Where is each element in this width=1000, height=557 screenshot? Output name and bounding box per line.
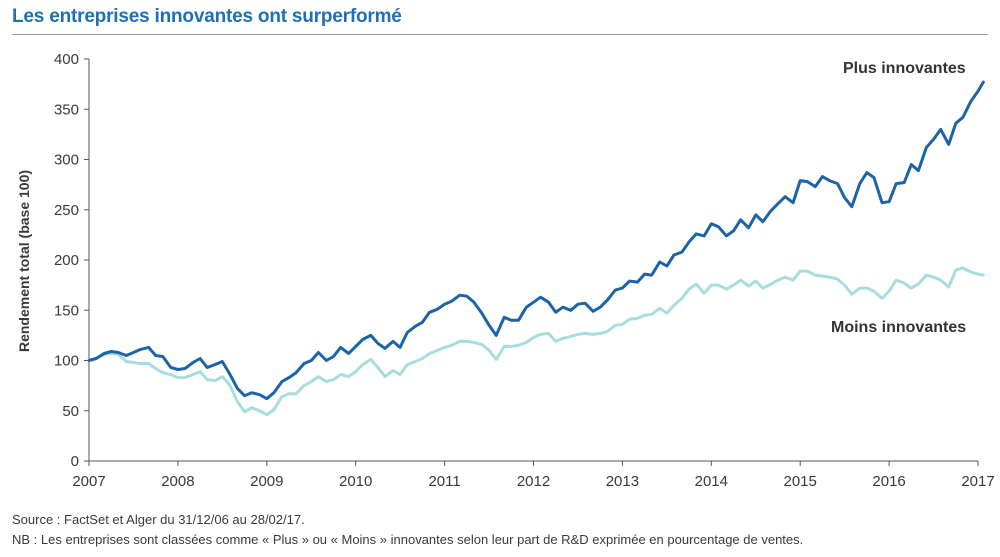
x-axis-ticks: 2007 2008 2009 2010 2011 2012 2013 2014 2015 2016… — [72, 461, 995, 490]
x-tick-label: 2007 — [72, 473, 105, 490]
y-tick-label: 200 — [54, 252, 79, 269]
series-label-plus-innovantes: Plus innovantes — [843, 60, 966, 77]
x-tick-label: 2009 — [250, 473, 283, 490]
series-label-moins-innovantes: Moins innovantes — [831, 319, 966, 336]
source-note: Source : FactSet et Alger du 31/12/06 au… — [12, 512, 305, 527]
title-divider — [12, 34, 988, 35]
y-axis-label: Rendement total (base 100) — [16, 170, 32, 352]
y-tick-label: 50 — [62, 403, 79, 420]
y-tick-label: 350 — [54, 101, 79, 118]
x-tick-label: 2013 — [606, 473, 639, 490]
y-tick-label: 400 — [54, 51, 79, 68]
x-tick-label: 2012 — [517, 473, 550, 490]
series-line-moins-innovantes — [87, 266, 985, 417]
y-axis-ticks: 0 50 100 150 200 250 300 350 400 — [54, 51, 89, 470]
x-tick-label: 2015 — [784, 473, 817, 490]
x-tick-label: 2008 — [161, 473, 194, 490]
x-tick-label: 2017 — [961, 473, 994, 490]
series-line-plus-innovantes — [87, 80, 985, 401]
y-tick-label: 150 — [54, 302, 79, 319]
x-tick-label: 2014 — [695, 473, 728, 490]
y-tick-label: 100 — [54, 353, 79, 370]
x-tick-label: 2016 — [872, 473, 905, 490]
y-tick-label: 0 — [71, 453, 79, 470]
series-lines — [87, 80, 985, 417]
axes — [88, 59, 978, 462]
y-tick-label: 250 — [54, 202, 79, 219]
y-tick-label: 300 — [54, 152, 79, 169]
chart-title: Les entreprises innovantes ont surperfor… — [12, 6, 402, 27]
nb-note: NB : Les entreprises sont classées comme… — [12, 532, 804, 547]
x-tick-label: 2010 — [339, 473, 372, 490]
x-tick-label: 2011 — [428, 473, 460, 490]
